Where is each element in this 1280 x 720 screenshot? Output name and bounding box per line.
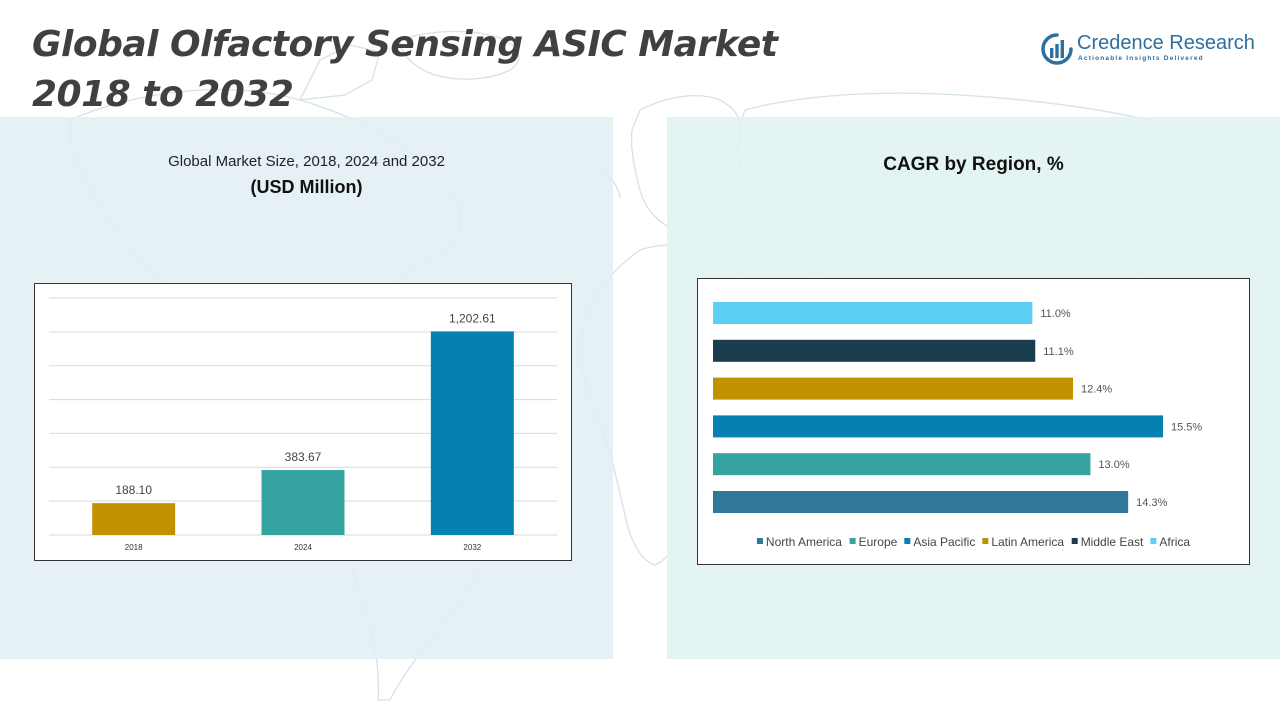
bar-middle-east <box>713 339 1036 362</box>
logo-tagline: Actionable Insights Delivered <box>1078 55 1204 62</box>
legend-label: Asia Pacific <box>913 535 975 549</box>
bar-north-america <box>713 491 1129 513</box>
market-size-bar-svg: 188.10 2018 383.67 2024 1,202.61 2032 <box>49 297 557 552</box>
bar-latin-america <box>713 377 1073 400</box>
market-size-subtitle: Global Market Size, 2018, 2024 and 2032 <box>168 153 445 170</box>
cagr-title: CAGR by Region, % <box>883 154 1064 175</box>
x-tick-label: 2024 <box>294 543 312 552</box>
bar-2032 <box>430 331 514 535</box>
market-size-bar-chart: 188.10 2018 383.67 2024 1,202.61 2032 <box>34 283 572 561</box>
page-title: Global Olfactory Sensing ASIC Market 201… <box>32 20 778 120</box>
x-tick-label: 2032 <box>463 543 481 552</box>
market-size-unit: (USD Million) <box>250 177 363 197</box>
page-title-line1: Global Olfactory Sensing ASIC Market <box>32 24 778 65</box>
bar-value-label: 13.0% <box>1098 459 1129 471</box>
logo-name: Credence Research <box>1077 32 1255 54</box>
legend-swatch <box>1071 538 1078 544</box>
legend-swatch <box>904 538 911 544</box>
x-tick-label: 2018 <box>125 543 143 552</box>
legend-label: Middle East <box>1081 535 1144 549</box>
credence-logo-icon <box>1041 33 1073 65</box>
legend-label: Latin America <box>991 535 1064 549</box>
bar-value-label: 11.0% <box>1040 308 1071 320</box>
legend-label: Europe <box>859 535 898 549</box>
bar-2024 <box>261 470 345 535</box>
legend-label: North America <box>766 535 842 549</box>
page-title-line2: 2018 to 2032 <box>32 74 294 115</box>
bar-value-label: 15.5% <box>1171 421 1202 433</box>
legend-swatch <box>982 538 989 544</box>
cagr-bar-svg: 11.0% 11.1% 12.4% 15.5% 13.0% 14.3% North Amer… <box>713 302 1202 549</box>
legend-swatch <box>849 538 856 544</box>
credence-research-logo[interactable]: Credence Research Actionable Insights De… <box>1040 30 1260 70</box>
bar-2018 <box>92 503 176 535</box>
bar-value-label: 14.3% <box>1136 497 1167 509</box>
bar-asia-pacific <box>713 415 1163 438</box>
cagr-bar-chart: 11.0% 11.1% 12.4% 15.5% 13.0% 14.3% North Amer… <box>697 278 1250 565</box>
legend-label: Africa <box>1159 535 1190 549</box>
bar-value-label: 383.67 <box>285 450 322 464</box>
legend-swatch <box>756 538 763 544</box>
legend-swatch <box>1150 538 1157 544</box>
bar-value-label: 11.1% <box>1043 346 1074 358</box>
bar-africa <box>713 302 1033 324</box>
bar-value-label: 1,202.61 <box>449 311 496 325</box>
bar-value-label: 188.10 <box>115 483 152 497</box>
bar-value-label: 12.4% <box>1081 384 1112 396</box>
bar-europe <box>713 453 1091 476</box>
